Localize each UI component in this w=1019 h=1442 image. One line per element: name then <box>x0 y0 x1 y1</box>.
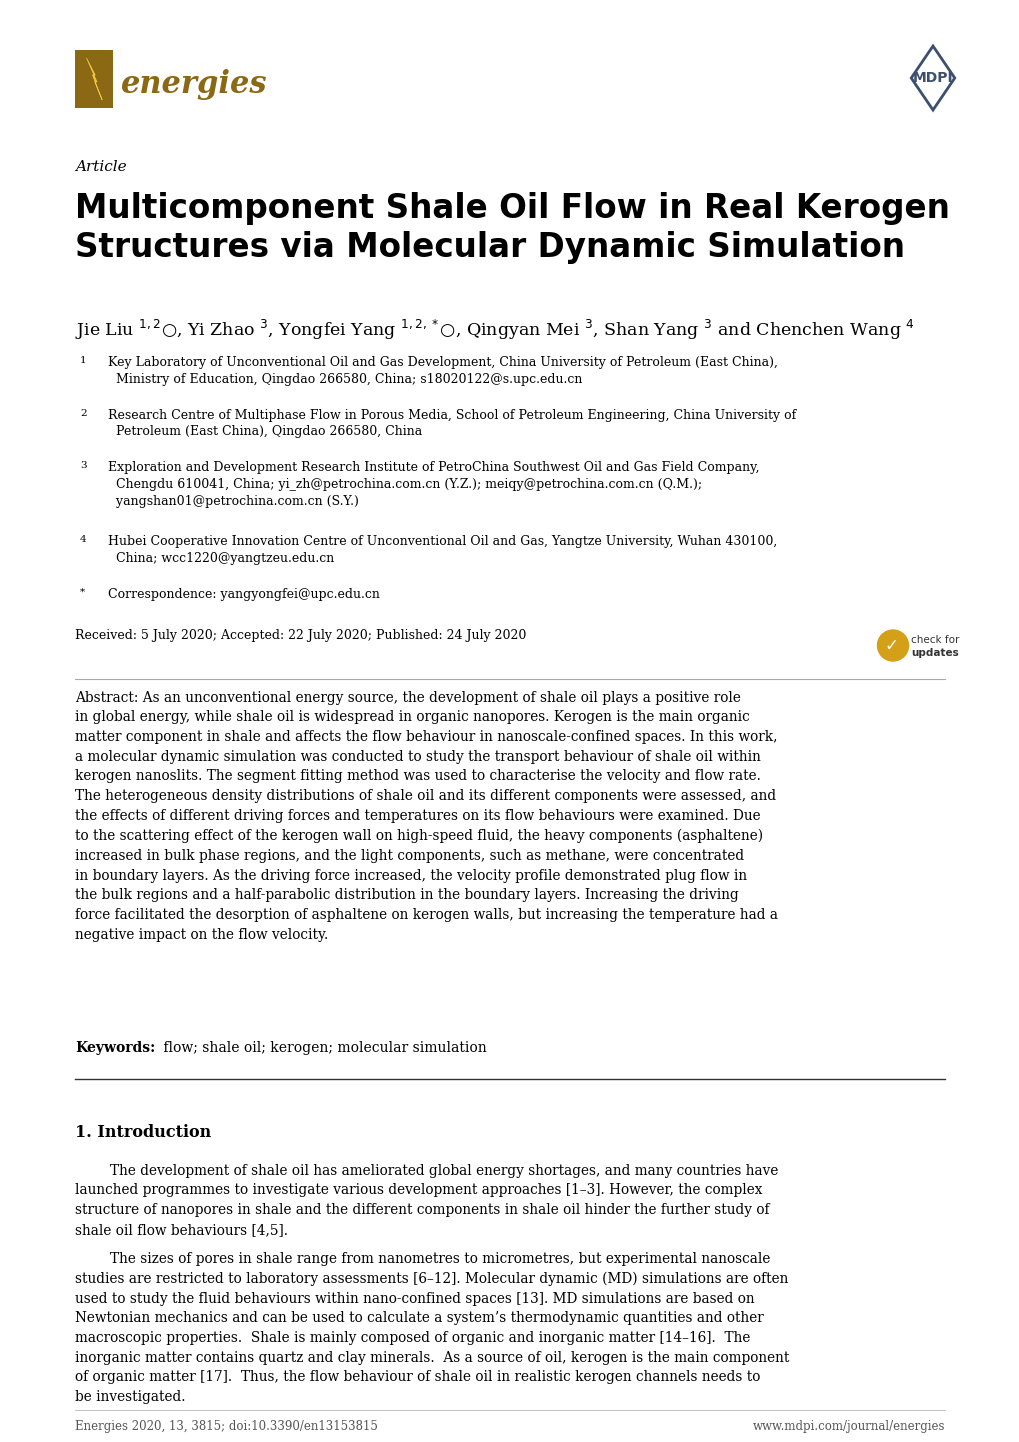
Text: Abstract: As an unconventional energy source, the development of shale oil plays: Abstract: As an unconventional energy so… <box>75 691 777 942</box>
Polygon shape <box>910 46 954 110</box>
Text: Research Centre of Multiphase Flow in Porous Media, School of Petroleum Engineer: Research Centre of Multiphase Flow in Po… <box>108 408 796 438</box>
Circle shape <box>876 630 908 660</box>
Text: The development of shale oil has ameliorated global energy shortages, and many c: The development of shale oil has amelior… <box>75 1164 777 1237</box>
Text: 1: 1 <box>79 356 87 365</box>
Text: Received: 5 July 2020; Accepted: 22 July 2020; Published: 24 July 2020: Received: 5 July 2020; Accepted: 22 July… <box>75 629 526 642</box>
Text: 3: 3 <box>79 461 87 470</box>
Text: Correspondence: yangyongfei@upc.edu.cn: Correspondence: yangyongfei@upc.edu.cn <box>108 587 379 600</box>
Text: MDPI: MDPI <box>912 71 953 85</box>
Text: flow; shale oil; kerogen; molecular simulation: flow; shale oil; kerogen; molecular simu… <box>159 1041 486 1054</box>
Text: Keywords:: Keywords: <box>75 1041 155 1054</box>
Text: Jie Liu $^{1,2}$○, Yi Zhao $^{3}$, Yongfei Yang $^{1,2,*}$○, Qingyan Mei $^{3}$,: Jie Liu $^{1,2}$○, Yi Zhao $^{3}$, Yongf… <box>75 319 914 342</box>
FancyBboxPatch shape <box>75 50 113 108</box>
Text: *: * <box>79 587 85 597</box>
Text: Key Laboratory of Unconventional Oil and Gas Development, China University of Pe: Key Laboratory of Unconventional Oil and… <box>108 356 777 386</box>
Text: Multicomponent Shale Oil Flow in Real Kerogen
Structures via Molecular Dynamic S: Multicomponent Shale Oil Flow in Real Ke… <box>75 192 949 264</box>
Text: updates: updates <box>910 647 958 658</box>
Text: check for: check for <box>910 634 959 645</box>
Text: 1. Introduction: 1. Introduction <box>75 1123 211 1141</box>
Text: ✓: ✓ <box>883 636 897 655</box>
Text: www.mdpi.com/journal/energies: www.mdpi.com/journal/energies <box>752 1420 944 1433</box>
Text: Article: Article <box>75 160 126 174</box>
Polygon shape <box>87 58 102 99</box>
Text: energies: energies <box>121 69 267 99</box>
Text: Hubei Cooperative Innovation Centre of Unconventional Oil and Gas, Yangtze Unive: Hubei Cooperative Innovation Centre of U… <box>108 535 776 565</box>
Text: The sizes of pores in shale range from nanometres to micrometres, but experiment: The sizes of pores in shale range from n… <box>75 1252 789 1405</box>
Text: Exploration and Development Research Institute of PetroChina Southwest Oil and G: Exploration and Development Research Ins… <box>108 461 759 508</box>
Text: 4: 4 <box>79 535 87 544</box>
Text: 2: 2 <box>79 408 87 418</box>
Text: Energies 2020, 13, 3815; doi:10.3390/en13153815: Energies 2020, 13, 3815; doi:10.3390/en1… <box>75 1420 377 1433</box>
